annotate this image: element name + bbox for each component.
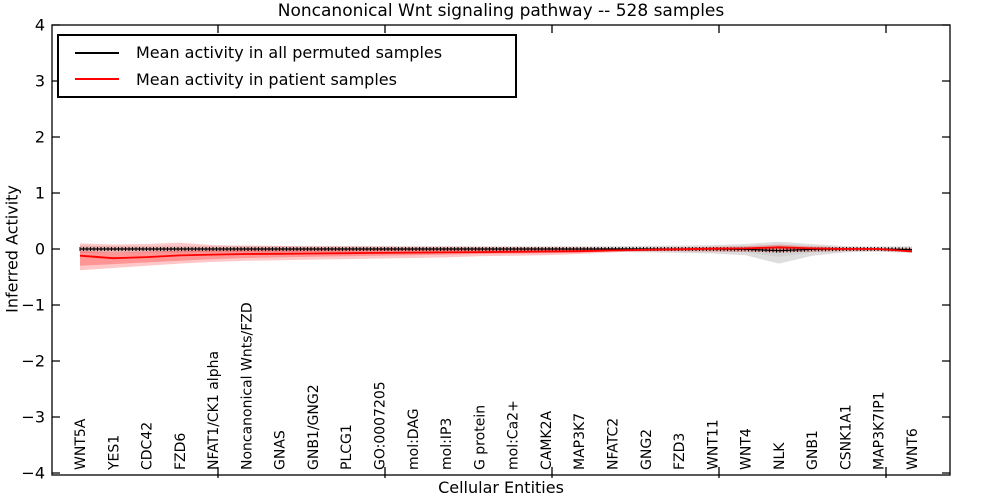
x-category-label: NFAT1/CK1 alpha: [206, 351, 222, 470]
x-axis-title: Cellular Entities: [438, 478, 564, 497]
x-category-label: GNB1: [805, 430, 821, 470]
x-category-label: GNAS: [273, 430, 289, 470]
y-tick-label: 2: [35, 128, 45, 147]
patient-band-inner: [80, 246, 912, 266]
axis-ticks: [52, 24, 950, 478]
x-category-label: NLK: [772, 442, 788, 470]
x-category-label: GO:0007205: [373, 381, 389, 470]
legend-entry-patient: Mean activity in patient samples: [75, 70, 515, 89]
x-category-label: WNT5A: [73, 418, 89, 470]
x-category-label: FZD3: [672, 433, 688, 470]
x-category-label: GNG2: [639, 429, 655, 470]
y-tick-label: 1: [35, 184, 45, 203]
x-category-label: CAMK2A: [539, 410, 555, 470]
x-category-label: WNT4: [739, 428, 755, 470]
x-category-label: CSNK1A1: [838, 404, 854, 470]
x-category-label: mol:DAG: [406, 408, 422, 470]
y-tick-label: 3: [35, 72, 45, 91]
legend: Mean activity in all permuted samples Me…: [57, 34, 517, 98]
y-tick-label: −2: [21, 352, 45, 371]
x-category-label: WNT11: [705, 419, 721, 470]
legend-label: Mean activity in all permuted samples: [136, 43, 443, 63]
permuted-band-outer: [80, 241, 912, 264]
x-category-label: GNB1/GNG2: [306, 384, 322, 470]
legend-label: Mean activity in patient samples: [136, 69, 397, 89]
y-tick-label: −4: [21, 464, 45, 483]
y-tick-label: 4: [35, 16, 45, 35]
x-category-label: YES1: [106, 435, 122, 471]
y-tick-label: 0: [35, 240, 45, 259]
legend-entry-permuted: Mean activity in all permuted samples: [75, 43, 515, 62]
x-category-label: CDC42: [140, 422, 156, 470]
x-category-label: mol:Ca2+: [506, 400, 522, 470]
x-category-label: MAP3K7: [572, 413, 588, 470]
legend-line-sample-black: [75, 51, 119, 54]
x-category-label: Noncanonical Wnts/FZD: [239, 302, 255, 470]
x-category-label: WNT6: [905, 428, 921, 470]
x-category-label: mol:IP3: [439, 418, 455, 470]
y-tick-label: −1: [21, 296, 45, 315]
x-category-label: NFATC2: [606, 418, 622, 470]
legend-line-sample-red: [75, 78, 119, 81]
x-category-label: MAP3K7IP1: [872, 391, 888, 470]
plot-frame: [51, 24, 951, 476]
x-category-label: G protein: [472, 405, 488, 470]
x-category-label: FZD6: [173, 433, 189, 470]
x-category-label: PLCG1: [339, 424, 355, 470]
chart-title: Noncanonical Wnt signaling pathway -- 52…: [277, 1, 725, 21]
y-tick-label: −3: [21, 408, 45, 427]
y-axis-title: Inferred Activity: [2, 185, 22, 313]
patient-mean-line: [79, 246, 913, 260]
